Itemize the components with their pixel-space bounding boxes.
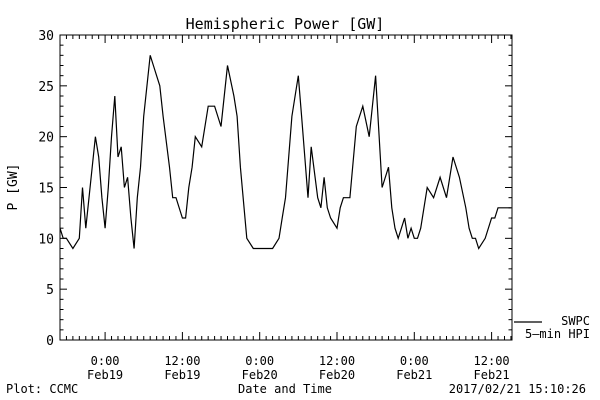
legend: SWPC 5–min HPI [514, 314, 590, 341]
x-tick-label-date: Feb20 [319, 368, 355, 382]
plot-credit: Plot: CCMC [6, 382, 79, 396]
y-tick-label: 5 [46, 283, 54, 298]
x-tick-label-time: 0:00 [245, 354, 274, 368]
x-tick-label-date: Feb19 [164, 368, 200, 382]
y-tick-label: 25 [38, 80, 54, 95]
x-axis: 0:00Feb1912:00Feb190:00Feb2012:00Feb200:… [59, 35, 512, 382]
legend-label-line2: 5–min HPI [525, 327, 590, 341]
y-axis: 0 5 10 15 20 25 30 [38, 29, 512, 349]
series-line-swpc-hpi [59, 55, 511, 250]
y-tick-label: 30 [38, 29, 54, 44]
legend-label-line1: SWPC [561, 314, 590, 328]
y-tick-label: 0 [46, 334, 54, 349]
y-tick-label: 15 [38, 182, 54, 197]
x-tick-label-time: 12:00 [319, 354, 355, 368]
x-tick-label-time: 12:00 [474, 354, 510, 368]
y-tick-label: 10 [38, 232, 54, 247]
x-tick-label-date: Feb21 [474, 368, 510, 382]
x-axis-label: Date and Time [238, 382, 332, 396]
y-axis-label: P [GW] [6, 164, 21, 211]
plot-timestamp: 2017/02/21 15:10:26 [448, 382, 586, 396]
x-tick-label-date: Feb21 [396, 368, 432, 382]
y-tick-label: 20 [38, 131, 54, 146]
x-tick-label-time: 0:00 [91, 354, 120, 368]
x-tick-label-time: 12:00 [164, 354, 200, 368]
chart-title: Hemispheric Power [GW] [186, 15, 385, 33]
x-tick-label-date: Feb19 [87, 368, 123, 382]
x-tick-label-time: 0:00 [400, 354, 429, 368]
x-tick-label-date: Feb20 [242, 368, 278, 382]
